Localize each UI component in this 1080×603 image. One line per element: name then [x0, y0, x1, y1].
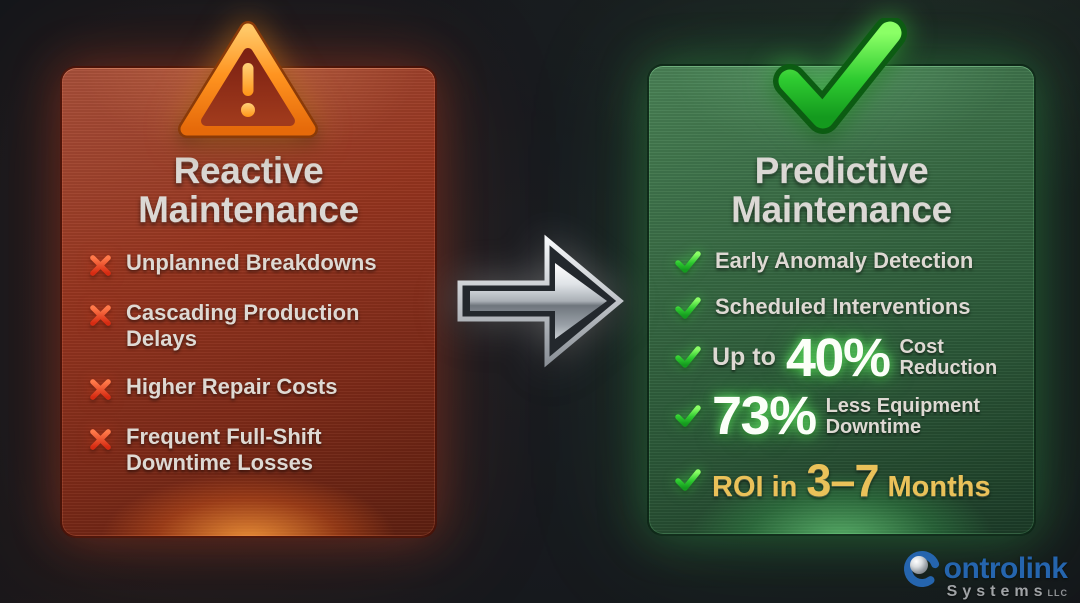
list-item: Unplanned Breakdowns	[88, 250, 421, 278]
list-item-label: Early Anomaly Detection	[715, 247, 974, 273]
brand-suffix: LLC	[1047, 588, 1068, 598]
stat-value: 40%	[785, 327, 891, 388]
check-icon	[675, 346, 701, 369]
list-item: ROI in 3–7 Months	[675, 455, 1020, 507]
predictive-panel-title: Predictive Maintenance	[649, 66, 1034, 230]
stat-value: 73%	[712, 386, 817, 447]
brand-logo-line1: ontrolink	[901, 548, 1068, 590]
stat-label-line1: Cost	[899, 336, 944, 359]
controlink-c-icon	[903, 551, 940, 587]
list-item-label: Higher Repair Costs	[126, 373, 338, 399]
list-item-label: Scheduled Interventions	[715, 293, 971, 319]
stat-label-line2: Reduction	[899, 356, 998, 379]
reactive-title-line2: Maintenance	[138, 188, 359, 230]
roi-statement: ROI in 3–7 Months	[712, 455, 991, 507]
list-item: Scheduled Interventions	[675, 294, 1020, 320]
predictive-title-line1: Predictive	[754, 150, 929, 191]
stat-label-line2: Downtime	[825, 415, 922, 438]
brand-line2: Systems	[946, 583, 1048, 600]
stat-prefix: Up to	[712, 343, 776, 372]
reactive-panel-title: Reactive Maintenance	[62, 68, 435, 230]
x-mark-icon	[90, 304, 111, 326]
list-item: Frequent Full-Shift Downtime Losses	[88, 424, 421, 476]
predictive-title-line2: Maintenance	[731, 188, 952, 230]
check-icon	[675, 405, 701, 427]
stat-label: Cost Reduction	[899, 337, 997, 379]
check-mark-icon	[773, 18, 907, 134]
reactive-list: Unplanned Breakdowns Cascading Productio…	[62, 250, 435, 476]
list-item-label: Unplanned Breakdowns	[126, 249, 377, 275]
roi-value: 3–7	[806, 454, 879, 506]
list-item: Higher Repair Costs	[88, 374, 421, 402]
x-mark-icon	[90, 428, 111, 450]
list-item: Early Anomaly Detection	[675, 248, 1020, 274]
stat-label-line1: Less Equipment	[825, 394, 981, 417]
list-item: 73% Less Equipment Downtime	[675, 386, 1020, 447]
reactive-panel: Reactive Maintenance Unplanned Breakdown…	[60, 66, 437, 538]
check-icon	[675, 469, 701, 492]
x-mark-icon	[90, 254, 111, 276]
list-item: Up to 40% Cost Reduction	[675, 327, 1020, 388]
list-item: Cascading Production Delays	[88, 300, 421, 352]
right-arrow-icon	[457, 234, 624, 368]
check-icon	[675, 250, 701, 273]
brand-logo-line2: Systems LLC	[901, 583, 1068, 601]
roi-prefix: ROI in	[712, 470, 798, 503]
predictive-list: Early Anomaly Detection Scheduled Interv…	[649, 248, 1034, 507]
brand-logo: ontrolink Systems LLC	[901, 548, 1068, 601]
list-item-label: Cascading Production Delays	[126, 299, 360, 351]
check-icon	[675, 296, 701, 319]
brand-name: ontrolink	[943, 552, 1068, 585]
x-mark-icon	[90, 378, 111, 400]
list-item-label: Frequent Full-Shift Downtime Losses	[126, 423, 322, 475]
roi-suffix: Months	[887, 470, 991, 503]
warning-triangle-icon	[178, 21, 318, 138]
predictive-panel: Predictive Maintenance Early Anomaly Det…	[647, 64, 1036, 536]
stat-label: Less Equipment Downtime	[825, 394, 981, 438]
reactive-title-line1: Reactive	[173, 150, 324, 191]
